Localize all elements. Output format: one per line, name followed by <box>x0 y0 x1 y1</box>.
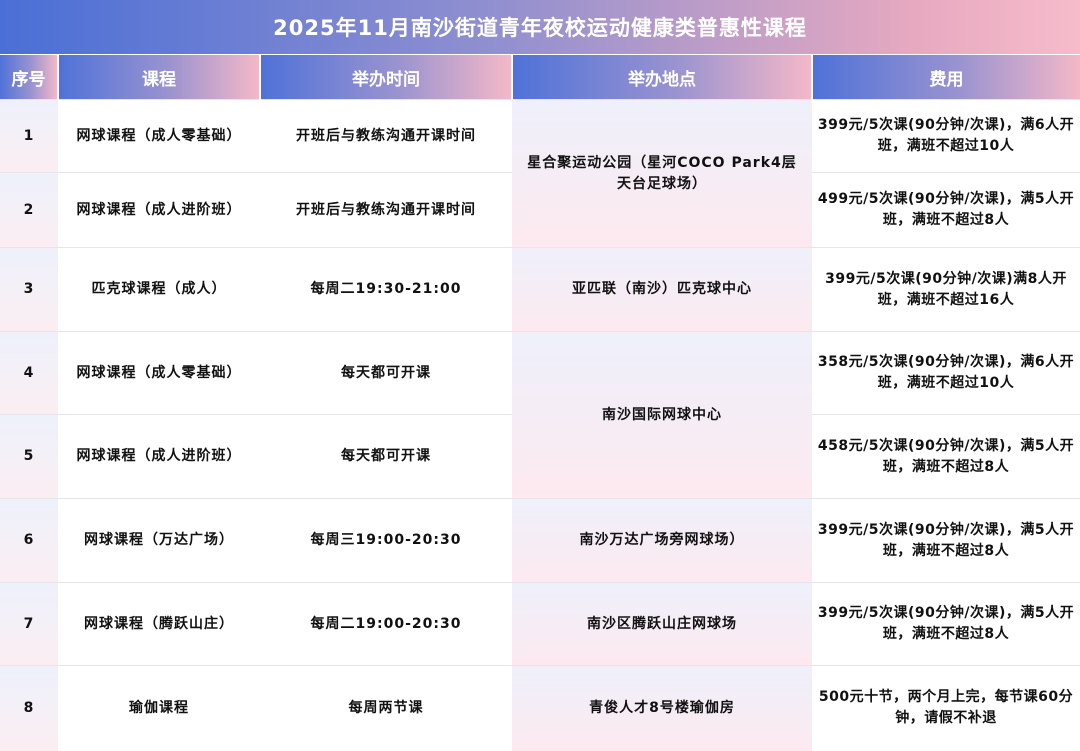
cell-fee: 358元/5次课(90分钟/次课)，满6人开班，满班不超过10人 <box>812 331 1080 415</box>
table-row: 6 网球课程（万达广场） 每周三19:00-20:30 南沙万达广场旁网球场） … <box>0 498 1080 583</box>
header-location: 举办地点 <box>511 55 812 100</box>
header-row: 序号 课程 举办时间 举办地点 费用 <box>0 55 1080 100</box>
table-row: 3 匹克球课程（成人） 每周二19:30-21:00 亚匹联（南沙）匹克球中心 … <box>0 247 1080 332</box>
cell-fee: 500元十节，两个月上完，每节课60分钟，请假不补退 <box>812 665 1080 751</box>
cell-no: 3 <box>0 247 58 332</box>
cell-course: 网球课程（万达广场） <box>58 498 260 583</box>
cell-time: 每周两节课 <box>260 665 512 751</box>
cell-fee: 458元/5次课(90分钟/次课)，满5人开班，满班不超过8人 <box>812 414 1080 499</box>
course-table: 序号 课程 举办时间 举办地点 费用 1 网球课程（成人零基础） 开班后与教练沟… <box>0 55 1080 751</box>
cell-location: 亚匹联（南沙）匹克球中心 <box>512 247 812 332</box>
cell-fee: 399元/5次课(90分钟/次课)，满5人开班，满班不超过8人 <box>812 582 1080 666</box>
header-time: 举办时间 <box>259 55 512 100</box>
table-row: 5 网球课程（成人进阶班） 每天都可开课 458元/5次课(90分钟/次课)，满… <box>0 414 1080 499</box>
cell-time: 每天都可开课 <box>260 331 512 415</box>
cell-time: 开班后与教练沟通开课时间 <box>260 99 512 173</box>
cell-no: 2 <box>0 172 58 248</box>
cell-time: 每周二19:30-21:00 <box>260 247 512 332</box>
cell-location: 南沙万达广场旁网球场） <box>512 498 812 583</box>
cell-location: 南沙国际网球中心 <box>512 331 812 499</box>
header-fee: 费用 <box>811 55 1080 100</box>
cell-course: 网球课程（腾跃山庄） <box>58 582 260 666</box>
cell-course: 瑜伽课程 <box>58 665 260 751</box>
table-row: 7 网球课程（腾跃山庄） 每周二19:00-20:30 南沙区腾跃山庄网球场 3… <box>0 582 1080 666</box>
table-row: 2 网球课程（成人进阶班） 开班后与教练沟通开课时间 499元/5次课(90分钟… <box>0 172 1080 248</box>
table-row: 4 网球课程（成人零基础） 每天都可开课 南沙国际网球中心 358元/5次课(9… <box>0 331 1080 499</box>
cell-time: 每周二19:00-20:30 <box>260 582 512 666</box>
cell-time: 每周三19:00-20:30 <box>260 498 512 583</box>
cell-no: 7 <box>0 582 58 666</box>
cell-fee: 399元/5次课(90分钟/次课)，满5人开班，满班不超过8人 <box>812 498 1080 583</box>
cell-course: 网球课程（成人进阶班） <box>58 414 260 499</box>
table-title: 2025年11月南沙街道青年夜校运动健康类普惠性课程 <box>0 0 1080 54</box>
cell-fee: 399元/5次课(90分钟/次课)满8人开班，满班不超过16人 <box>812 247 1080 332</box>
cell-course: 网球课程（成人进阶班） <box>58 172 260 248</box>
cell-time: 每天都可开课 <box>260 414 512 499</box>
table-row: 1 网球课程（成人零基础） 开班后与教练沟通开课时间 星合聚运动公园（星河COC… <box>0 99 1080 248</box>
cell-fee: 399元/5次课(90分钟/次课)，满6人开班，满班不超过10人 <box>812 99 1080 173</box>
cell-no: 6 <box>0 498 58 583</box>
cell-no: 5 <box>0 414 58 499</box>
cell-location: 星合聚运动公园（星河COCO Park4层天台足球场） <box>512 99 812 248</box>
cell-no: 4 <box>0 331 58 415</box>
cell-course: 匹克球课程（成人） <box>58 247 260 332</box>
header-course: 课程 <box>57 55 260 100</box>
cell-time: 开班后与教练沟通开课时间 <box>260 172 512 248</box>
cell-course: 网球课程（成人零基础） <box>58 331 260 415</box>
table-row: 8 瑜伽课程 每周两节课 青俊人才8号楼瑜伽房 500元十节，两个月上完，每节课… <box>0 665 1080 751</box>
header-no: 序号 <box>0 55 58 100</box>
cell-no: 1 <box>0 99 58 173</box>
cell-location: 南沙区腾跃山庄网球场 <box>512 582 812 666</box>
cell-fee: 499元/5次课(90分钟/次课)，满5人开班，满班不超过8人 <box>812 172 1080 248</box>
cell-no: 8 <box>0 665 58 751</box>
cell-course: 网球课程（成人零基础） <box>58 99 260 173</box>
cell-location: 青俊人才8号楼瑜伽房 <box>512 665 812 751</box>
